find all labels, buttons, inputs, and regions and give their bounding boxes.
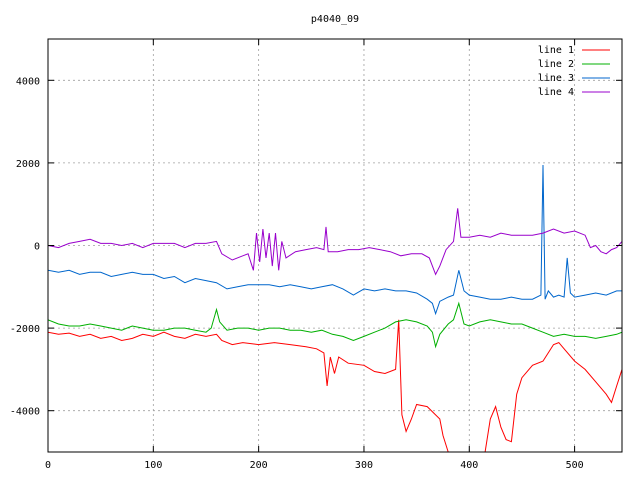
series-line-4 (48, 208, 622, 276)
legend-label: line 3 (538, 73, 574, 84)
y-tick-label: -4000 (10, 407, 40, 418)
legend-label: line 1 (538, 45, 574, 56)
axes: 0 100 200 300 400 500 -4000 -2000 0 2000 4000 (10, 39, 622, 471)
x-tick-label: 500 (566, 460, 584, 471)
plot-area (48, 164, 622, 452)
legend-label: line 2 (538, 59, 574, 70)
x-tick-label: 400 (460, 460, 478, 471)
x-tick-label: 200 (250, 460, 268, 471)
series-line-2 (48, 301, 622, 349)
x-tick-label: 100 (144, 460, 162, 471)
series-line-1 (48, 319, 622, 452)
x-tick-label: 0 (45, 460, 51, 471)
legend: line 1 line 2 line 3 line 4 (538, 45, 610, 98)
y-tick-label: -2000 (10, 324, 40, 335)
grid (48, 39, 622, 452)
legend-label: line 4 (538, 87, 574, 98)
series-line-3 (48, 164, 622, 316)
y-tick-label: 2000 (16, 159, 40, 170)
y-tick-label: 4000 (16, 76, 40, 87)
chart-title: p4040_09 (311, 14, 359, 25)
y-tick-label: 0 (34, 242, 40, 253)
x-tick-label: 300 (355, 460, 373, 471)
